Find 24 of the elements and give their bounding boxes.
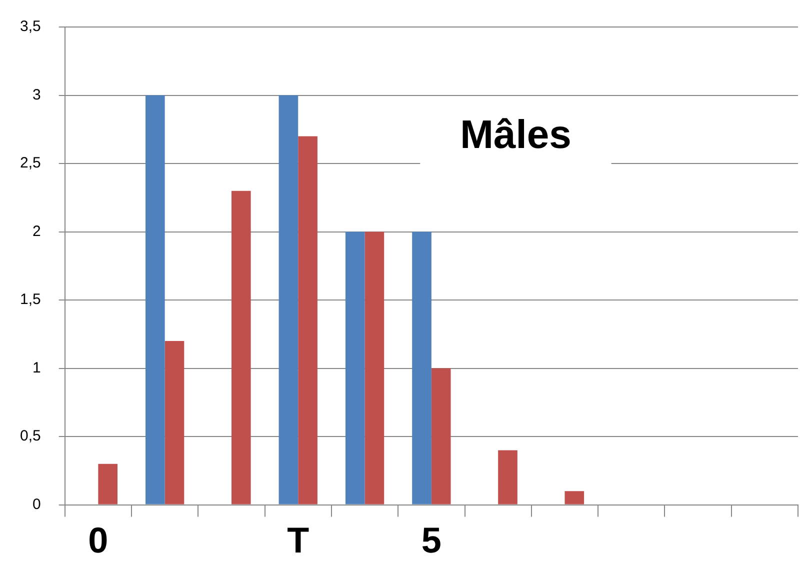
x-tick-label: 0: [88, 519, 108, 560]
bar: [364, 232, 384, 504]
y-tick-label: 2: [32, 222, 41, 240]
bar: [498, 450, 518, 504]
x-tick-label: 5: [421, 519, 442, 560]
text: Mâles: [460, 112, 572, 157]
y-tick-label: 1,5: [20, 291, 41, 308]
bar: [231, 190, 251, 504]
bar: [278, 95, 298, 504]
bar: [164, 340, 184, 504]
bar: [146, 95, 165, 504]
y-tick-label: 3: [32, 86, 41, 104]
y-tick-label: 3,5: [20, 18, 41, 36]
bar: [345, 232, 365, 504]
bar: [298, 136, 318, 504]
bar: [564, 491, 584, 504]
y-tick-label: 0: [32, 496, 41, 513]
y-tick-label: 2,5: [20, 154, 41, 172]
y-tick-label: 1: [32, 359, 41, 376]
x-tick-label: T: [287, 519, 310, 560]
bar: [412, 232, 432, 504]
bar: [98, 464, 118, 504]
y-tick-label: 0,5: [20, 428, 41, 445]
bar: [431, 368, 451, 504]
